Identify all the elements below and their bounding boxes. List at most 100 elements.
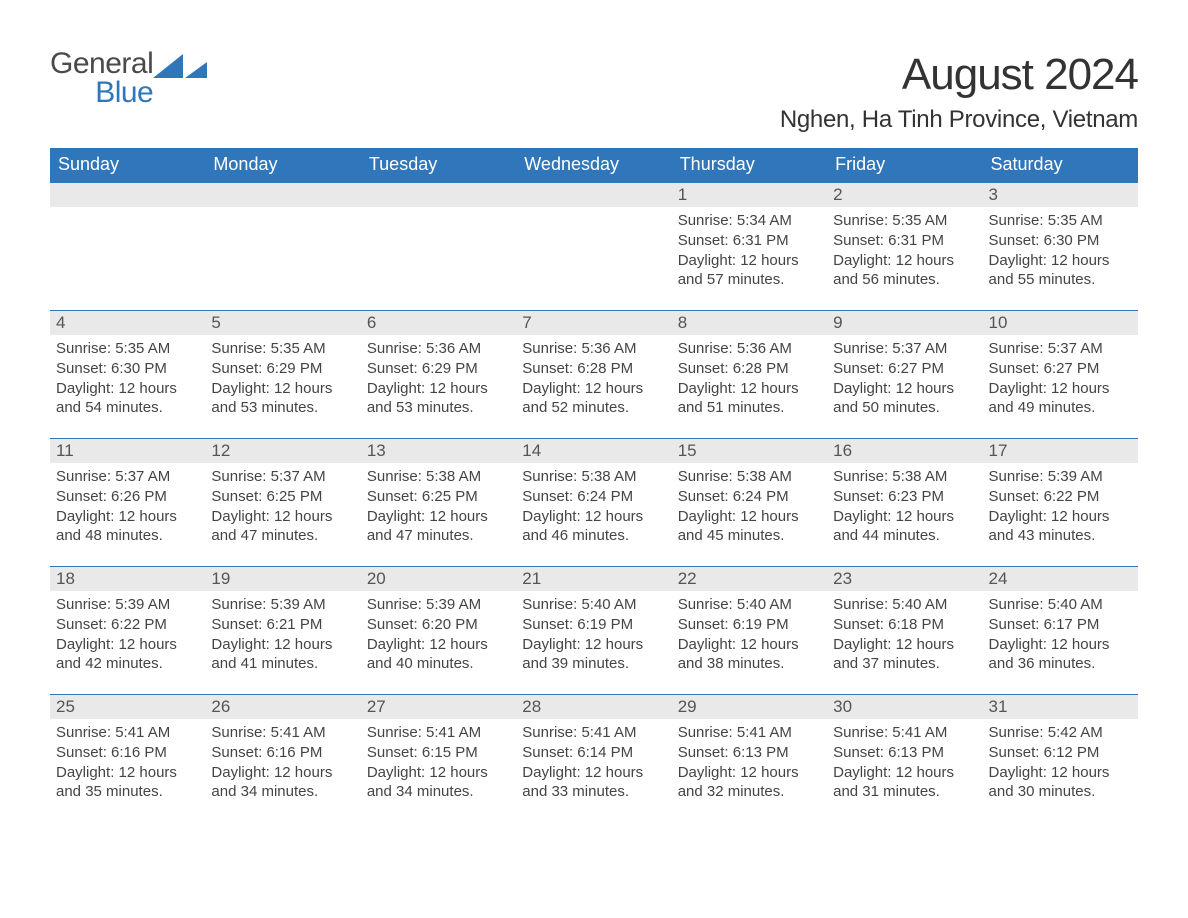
day-number: 8 xyxy=(672,311,827,335)
day-cell: 3Sunrise: 5:35 AMSunset: 6:30 PMDaylight… xyxy=(983,183,1138,311)
day-number: 1 xyxy=(672,183,827,207)
sunrise-text: Sunrise: 5:39 AM xyxy=(989,467,1132,487)
daylight-text: Daylight: 12 hours and 47 minutes. xyxy=(211,507,354,547)
day-cell: 18Sunrise: 5:39 AMSunset: 6:22 PMDayligh… xyxy=(50,567,205,695)
weekday-header: Saturday xyxy=(983,148,1138,183)
daylight-text: Daylight: 12 hours and 55 minutes. xyxy=(989,251,1132,291)
weekday-header: Wednesday xyxy=(516,148,671,183)
daylight-text: Daylight: 12 hours and 49 minutes. xyxy=(989,379,1132,419)
sunset-text: Sunset: 6:16 PM xyxy=(211,743,354,763)
daylight-text: Daylight: 12 hours and 37 minutes. xyxy=(833,635,976,675)
week-row: 25Sunrise: 5:41 AMSunset: 6:16 PMDayligh… xyxy=(50,695,1138,823)
daylight-text: Daylight: 12 hours and 36 minutes. xyxy=(989,635,1132,675)
sunrise-text: Sunrise: 5:41 AM xyxy=(522,723,665,743)
sunrise-text: Sunrise: 5:38 AM xyxy=(678,467,821,487)
day-details: Sunrise: 5:40 AMSunset: 6:17 PMDaylight:… xyxy=(983,591,1138,680)
day-cell: 24Sunrise: 5:40 AMSunset: 6:17 PMDayligh… xyxy=(983,567,1138,695)
sunrise-text: Sunrise: 5:36 AM xyxy=(678,339,821,359)
empty-cell xyxy=(205,183,360,311)
sunrise-text: Sunrise: 5:39 AM xyxy=(367,595,510,615)
day-number: 31 xyxy=(983,695,1138,719)
daylight-text: Daylight: 12 hours and 39 minutes. xyxy=(522,635,665,675)
sunset-text: Sunset: 6:19 PM xyxy=(678,615,821,635)
sunset-text: Sunset: 6:17 PM xyxy=(989,615,1132,635)
sunset-text: Sunset: 6:24 PM xyxy=(678,487,821,507)
week-row: 1Sunrise: 5:34 AMSunset: 6:31 PMDaylight… xyxy=(50,183,1138,311)
day-number: 26 xyxy=(205,695,360,719)
sunrise-text: Sunrise: 5:41 AM xyxy=(56,723,199,743)
daylight-text: Daylight: 12 hours and 56 minutes. xyxy=(833,251,976,291)
day-details: Sunrise: 5:39 AMSunset: 6:22 PMDaylight:… xyxy=(983,463,1138,552)
sunrise-text: Sunrise: 5:38 AM xyxy=(833,467,976,487)
sunset-text: Sunset: 6:30 PM xyxy=(56,359,199,379)
day-number: 6 xyxy=(361,311,516,335)
sunset-text: Sunset: 6:28 PM xyxy=(522,359,665,379)
sunrise-text: Sunrise: 5:38 AM xyxy=(367,467,510,487)
daylight-text: Daylight: 12 hours and 48 minutes. xyxy=(56,507,199,547)
day-details: Sunrise: 5:39 AMSunset: 6:20 PMDaylight:… xyxy=(361,591,516,680)
daylight-text: Daylight: 12 hours and 45 minutes. xyxy=(678,507,821,547)
daylight-text: Daylight: 12 hours and 34 minutes. xyxy=(211,763,354,803)
day-number: 21 xyxy=(516,567,671,591)
location-subtitle: Nghen, Ha Tinh Province, Vietnam xyxy=(780,106,1138,134)
day-details: Sunrise: 5:35 AMSunset: 6:31 PMDaylight:… xyxy=(827,207,982,296)
day-cell: 19Sunrise: 5:39 AMSunset: 6:21 PMDayligh… xyxy=(205,567,360,695)
day-number: 13 xyxy=(361,439,516,463)
day-details: Sunrise: 5:38 AMSunset: 6:25 PMDaylight:… xyxy=(361,463,516,552)
daylight-text: Daylight: 12 hours and 38 minutes. xyxy=(678,635,821,675)
day-number: 30 xyxy=(827,695,982,719)
empty-cell xyxy=(361,183,516,311)
day-details: Sunrise: 5:34 AMSunset: 6:31 PMDaylight:… xyxy=(672,207,827,296)
sunset-text: Sunset: 6:31 PM xyxy=(833,231,976,251)
sunset-text: Sunset: 6:22 PM xyxy=(989,487,1132,507)
sunrise-text: Sunrise: 5:35 AM xyxy=(211,339,354,359)
day-number: 10 xyxy=(983,311,1138,335)
week-row: 18Sunrise: 5:39 AMSunset: 6:22 PMDayligh… xyxy=(50,567,1138,695)
sunrise-text: Sunrise: 5:35 AM xyxy=(833,211,976,231)
daylight-text: Daylight: 12 hours and 46 minutes. xyxy=(522,507,665,547)
day-number: 27 xyxy=(361,695,516,719)
day-number: 2 xyxy=(827,183,982,207)
day-number: 28 xyxy=(516,695,671,719)
day-details: Sunrise: 5:36 AMSunset: 6:28 PMDaylight:… xyxy=(516,335,671,424)
day-cell: 6Sunrise: 5:36 AMSunset: 6:29 PMDaylight… xyxy=(361,311,516,439)
logo: General Blue xyxy=(50,50,207,107)
sunset-text: Sunset: 6:22 PM xyxy=(56,615,199,635)
weekday-header: Friday xyxy=(827,148,982,183)
day-cell: 4Sunrise: 5:35 AMSunset: 6:30 PMDaylight… xyxy=(50,311,205,439)
logo-sail-icon xyxy=(153,54,207,84)
day-number: 22 xyxy=(672,567,827,591)
day-number: 25 xyxy=(50,695,205,719)
day-details: Sunrise: 5:41 AMSunset: 6:16 PMDaylight:… xyxy=(205,719,360,808)
sunrise-text: Sunrise: 5:37 AM xyxy=(56,467,199,487)
week-row: 4Sunrise: 5:35 AMSunset: 6:30 PMDaylight… xyxy=(50,311,1138,439)
sunrise-text: Sunrise: 5:40 AM xyxy=(678,595,821,615)
day-number: 14 xyxy=(516,439,671,463)
sunrise-text: Sunrise: 5:36 AM xyxy=(367,339,510,359)
empty-day-number xyxy=(205,183,360,207)
day-cell: 22Sunrise: 5:40 AMSunset: 6:19 PMDayligh… xyxy=(672,567,827,695)
day-details: Sunrise: 5:40 AMSunset: 6:19 PMDaylight:… xyxy=(672,591,827,680)
day-details: Sunrise: 5:37 AMSunset: 6:27 PMDaylight:… xyxy=(983,335,1138,424)
day-number: 20 xyxy=(361,567,516,591)
day-cell: 25Sunrise: 5:41 AMSunset: 6:16 PMDayligh… xyxy=(50,695,205,823)
day-number: 17 xyxy=(983,439,1138,463)
sunset-text: Sunset: 6:23 PM xyxy=(833,487,976,507)
logo-word-blue: Blue xyxy=(50,79,153,108)
daylight-text: Daylight: 12 hours and 33 minutes. xyxy=(522,763,665,803)
logo-word-general: General xyxy=(50,50,153,79)
daylight-text: Daylight: 12 hours and 31 minutes. xyxy=(833,763,976,803)
daylight-text: Daylight: 12 hours and 30 minutes. xyxy=(989,763,1132,803)
sunset-text: Sunset: 6:19 PM xyxy=(522,615,665,635)
sunrise-text: Sunrise: 5:41 AM xyxy=(367,723,510,743)
day-cell: 16Sunrise: 5:38 AMSunset: 6:23 PMDayligh… xyxy=(827,439,982,567)
title-block: August 2024 Nghen, Ha Tinh Province, Vie… xyxy=(780,50,1138,134)
empty-day-number xyxy=(516,183,671,207)
sunset-text: Sunset: 6:30 PM xyxy=(989,231,1132,251)
weekday-header: Tuesday xyxy=(361,148,516,183)
day-cell: 2Sunrise: 5:35 AMSunset: 6:31 PMDaylight… xyxy=(827,183,982,311)
daylight-text: Daylight: 12 hours and 51 minutes. xyxy=(678,379,821,419)
sunrise-text: Sunrise: 5:39 AM xyxy=(56,595,199,615)
day-number: 3 xyxy=(983,183,1138,207)
sunset-text: Sunset: 6:27 PM xyxy=(833,359,976,379)
